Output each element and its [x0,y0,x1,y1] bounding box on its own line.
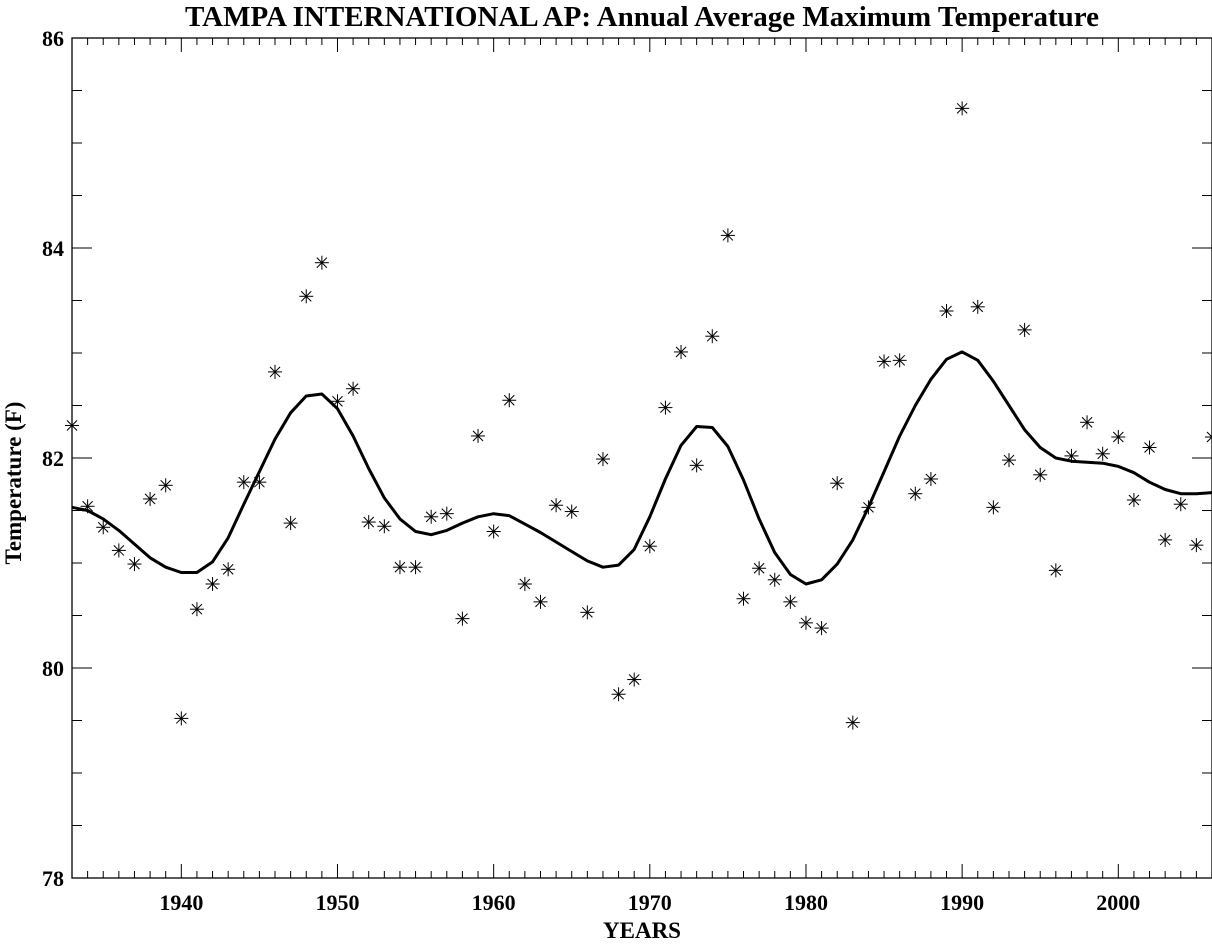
series-layer [65,101,1212,730]
annual-data-point [1080,415,1095,430]
x-tick-label: 1970 [628,890,672,915]
annual-data-point [720,228,735,243]
annual-data-point [143,491,158,506]
x-tick-label: 2000 [1096,890,1140,915]
y-axis-label: Temperature (F) [1,402,26,565]
annual-data-point [330,394,345,409]
annual-data-point [923,472,938,486]
annual-data-point [1033,467,1048,482]
annual-data-point [1189,538,1204,553]
annual-data-point [205,577,220,591]
annual-data-point [439,506,454,521]
y-tick-label: 82 [42,446,64,471]
y-tick-label: 80 [42,656,64,681]
annual-data-point [1001,453,1016,468]
annual-data-point [877,354,892,369]
annual-data-point [221,562,236,577]
annual-data-point [752,561,767,576]
y-tick-label: 86 [42,26,64,51]
annual-data-point [1158,532,1173,547]
annual-data-point [705,329,720,344]
annual-data-point [627,672,642,687]
annual-data-point [158,478,173,493]
annual-data-point [96,520,111,535]
annual-data-point [674,344,689,359]
annual-data-point [174,711,189,726]
x-tick-label: 1960 [472,890,516,915]
tick-labels: 1940 1950 1960 1970 1980 1990 2000 78 80 82 84 86 [42,26,1140,915]
annual-data-point [1111,430,1126,444]
annual-data-point [595,452,610,467]
annual-data-point [1048,563,1063,578]
annual-data-point [392,560,407,575]
annual-data-point [486,524,501,539]
annual-data-point [830,476,845,491]
annual-data-point [939,304,954,318]
annual-data-point [908,486,923,501]
x-tick-label: 1990 [940,890,984,915]
annual-data-point [424,509,439,524]
annual-data-point [1017,322,1032,337]
annual-data-point [642,539,657,554]
annual-data-point [314,255,329,270]
annual-data-point [189,602,204,617]
annual-data-point [1205,430,1212,444]
annual-data-point [549,498,564,513]
annual-data-point [986,500,1001,515]
annual-data-point [611,687,626,702]
annual-data-point [1126,493,1141,507]
annual-data-point [970,299,985,314]
annual-data-point [892,353,907,368]
chart-title: TAMPA INTERNATIONAL AP: Annual Average M… [185,1,1099,33]
annual-data-point [767,572,782,587]
annual-data-point [517,577,532,591]
annual-data-point [689,458,704,473]
annual-data-point [471,428,486,443]
plot-frame [71,37,1212,879]
annual-data-point [111,543,126,558]
annual-data-point [268,364,283,379]
annual-data-point [736,591,751,606]
annual-data-point [408,560,423,575]
annual-data-point [377,519,392,534]
annual-data-point [346,381,361,396]
annual-data-point [127,557,142,572]
x-tick-label: 1950 [315,890,359,915]
y-tick-label: 78 [42,866,64,891]
x-tick-label: 1980 [784,890,828,915]
annual-data-point [783,594,798,609]
x-axis-label: YEARS [603,918,681,943]
annual-data-point [798,615,813,630]
annual-data-point [236,475,251,490]
annual-data-point [65,418,79,433]
annual-data-point [299,289,314,304]
annual-data-point [955,101,970,116]
annual-data-point [533,594,548,609]
annual-data-point [1095,446,1110,461]
annual-data-point [1142,440,1157,455]
axis-ticks [71,37,1212,879]
annual-data-point [455,611,470,626]
annual-data-point [361,515,376,530]
annual-data-point [283,516,298,531]
smoothed-trend-line [71,350,1212,586]
annual-data-point [564,504,579,519]
annual-data-point [658,400,673,415]
annual-data-point [1173,497,1188,512]
x-tick-label: 1940 [159,890,203,915]
annual-data-point [814,621,829,636]
annual-data-point [580,605,595,620]
y-tick-label: 84 [42,236,64,261]
annual-data-point [845,715,860,730]
annual-data-point [502,393,517,408]
